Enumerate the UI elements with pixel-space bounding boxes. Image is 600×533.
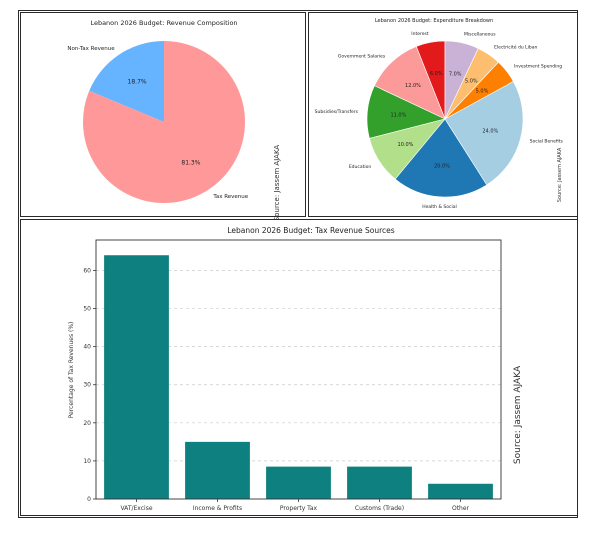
- tax-bar-vat-excise: [104, 255, 169, 499]
- tax-bar-other: [428, 483, 493, 499]
- tax-y-tick-label: 60: [83, 267, 91, 274]
- expenditure-category-label-electricit-du-liban: Electricité du Liban: [494, 44, 537, 51]
- revenue-chart-title: Lebanon 2026 Budget: Revenue Composition: [90, 19, 237, 27]
- tax-y-tick-label: 10: [83, 458, 91, 465]
- expenditure-value-label-social-benefits: 24.0%: [482, 129, 498, 135]
- expenditure-value-label-miscellaneous: 7.0%: [449, 71, 462, 77]
- expenditure-category-label-education: Education: [349, 164, 372, 170]
- revenue-pie-chart: Lebanon 2026 Budget: Revenue Composition…: [67, 19, 281, 221]
- tax-revenue-bar-chart: Lebanon 2026 Budget: Tax Revenue Sources…: [68, 226, 523, 512]
- expenditure-value-label-electricit-du-liban: 5.0%: [465, 78, 478, 84]
- tax-y-tick-label: 30: [83, 382, 91, 389]
- revenue-composition-panel: Lebanon 2026 Budget: Revenue Composition…: [20, 12, 306, 221]
- expenditure-value-label-government-salaries: 12.0%: [405, 83, 421, 89]
- tax-x-tick-label-property-tax: Property Tax: [280, 505, 318, 512]
- revenue-category-label-non-tax-revenue: Non-Tax Revenue: [67, 46, 115, 52]
- expenditure-category-label-miscellaneous: Miscellaneous: [464, 32, 496, 38]
- tax-x-tick-label-other: Other: [452, 505, 470, 512]
- revenue-slice-non-tax-revenue: [89, 41, 164, 122]
- expenditure-slice-social-benefits: [444, 81, 524, 186]
- expenditure-chart-title: Lebanon 2026 Budget: Expenditure Breakdo…: [375, 18, 493, 24]
- expenditure-value-label-investment-spending: 5.0%: [476, 88, 489, 94]
- expenditure-category-label-social-benefits: Social Benefits: [530, 139, 564, 145]
- expenditure-category-label-government-salaries: Government Salaries: [338, 53, 386, 59]
- tax-y-axis-label: Percentage of Tax Revenues (%): [68, 322, 75, 419]
- expenditure-slice-miscellaneous: [444, 40, 479, 120]
- expenditure-category-label-interest: Interest: [411, 31, 429, 37]
- tax-chart-title: Lebanon 2026 Budget: Tax Revenue Sources: [227, 226, 394, 235]
- expenditure-value-label-health-social: 20.0%: [434, 164, 450, 170]
- tax-x-tick-label-income-profits: Income & Profits: [193, 505, 242, 512]
- tax-x-tick-label-customs-trade: Customs (Trade): [355, 505, 404, 512]
- tax-source-label: Source: Jassem AJAKA: [513, 365, 523, 464]
- tax-x-tick-label-vat-excise: VAT/Excise: [120, 505, 152, 512]
- tax-y-tick-label: 40: [83, 344, 91, 351]
- expenditure-value-label-subsidies-transfers: 11.0%: [390, 113, 406, 119]
- expenditure-category-label-health-social: Health & Social: [422, 204, 457, 210]
- tax-y-tick-label: 20: [83, 420, 91, 427]
- tax-y-tick-label: 50: [83, 306, 91, 313]
- tax-plot-area-frame: [95, 239, 502, 500]
- expenditure-category-label-subsidies-transfers: Subsidies/Transfers: [315, 109, 359, 115]
- expenditure-slice-health-social: [394, 118, 488, 198]
- revenue-slice-tax-revenue: [83, 41, 246, 203]
- revenue-value-label-tax-revenue: 81.3%: [181, 159, 200, 166]
- expenditure-pie-chart: Lebanon 2026 Budget: Expenditure Breakdo…: [315, 18, 564, 210]
- expenditure-breakdown-panel: Lebanon 2026 Budget: Expenditure Breakdo…: [308, 12, 578, 217]
- expenditure-value-label-interest: 6.0%: [430, 71, 443, 77]
- revenue-source-label: Source: Jassem AJAKA: [273, 145, 281, 222]
- tax-bar-income-profits: [185, 441, 250, 499]
- expenditure-source-label: Source: Jassem AJAKA: [557, 147, 563, 202]
- tax-revenue-sources-panel: Lebanon 2026 Budget: Tax Revenue Sources…: [20, 219, 578, 516]
- revenue-category-label-tax-revenue: Tax Revenue: [212, 194, 248, 200]
- revenue-value-label-non-tax-revenue: 18.7%: [128, 79, 147, 86]
- tax-bar-customs-trade: [347, 466, 412, 499]
- tax-bar-property-tax: [266, 466, 331, 499]
- expenditure-category-label-investment-spending: Investment Spending: [514, 63, 562, 69]
- expenditure-value-label-education: 10.0%: [398, 142, 414, 148]
- tax-y-tick-label: 0: [87, 496, 91, 503]
